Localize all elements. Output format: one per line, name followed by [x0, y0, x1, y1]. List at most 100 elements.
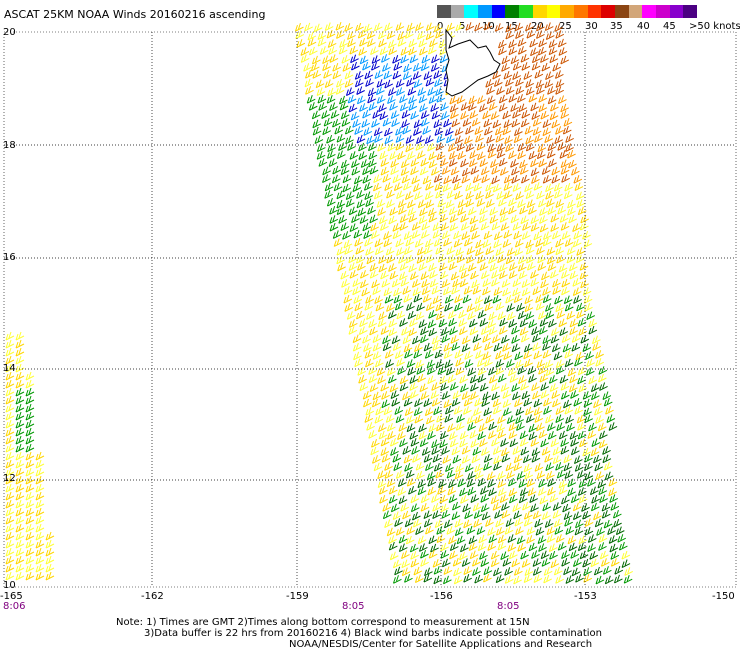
wind-barb — [424, 350, 434, 359]
wind-barb — [336, 134, 346, 143]
wind-barb — [469, 215, 479, 225]
wind-barb — [543, 406, 552, 415]
wind-barb — [353, 351, 362, 361]
wind-barb — [520, 550, 529, 560]
wind-barb — [441, 509, 451, 519]
wind-barb — [554, 189, 563, 199]
wind-barb — [506, 415, 516, 424]
wind-barb — [457, 199, 467, 209]
wind-barb — [354, 302, 364, 312]
wind-barb — [332, 70, 342, 80]
wind-barb — [421, 447, 431, 456]
wind-barbs-layer — [5, 21, 633, 585]
wind-barb — [347, 38, 356, 48]
wind-barb — [406, 477, 416, 487]
wind-barb — [530, 277, 540, 287]
wind-barb — [472, 334, 482, 343]
wind-barb — [475, 247, 484, 257]
wind-barb — [549, 270, 559, 279]
wind-barb — [362, 334, 371, 344]
wind-barb — [421, 286, 431, 295]
wind-barb — [427, 486, 437, 496]
wind-barb — [443, 175, 452, 185]
wind-barb — [446, 469, 456, 479]
wind-barb — [572, 511, 582, 521]
wind-barb — [575, 254, 585, 264]
wind-barb — [35, 547, 45, 557]
wind-barb — [430, 167, 440, 176]
wind-barb — [584, 471, 594, 481]
wind-barb — [342, 63, 352, 72]
wind-barb — [409, 271, 419, 281]
wind-barb — [5, 571, 15, 581]
wind-barb — [394, 518, 403, 527]
wind-barb — [439, 494, 449, 504]
wind-barb — [610, 502, 620, 511]
wind-barb — [376, 199, 386, 208]
wind-barb — [322, 126, 331, 136]
wind-barb — [452, 174, 461, 184]
wind-barb — [577, 422, 586, 431]
hawaii-coastline — [445, 28, 501, 97]
wind-barb — [420, 391, 430, 400]
wind-barb — [571, 334, 581, 343]
wind-barb — [508, 430, 518, 440]
wind-barb — [470, 270, 479, 280]
wind-barb — [316, 143, 326, 152]
wind-barb — [419, 166, 429, 176]
wind-barb — [15, 363, 25, 373]
wind-barb — [15, 379, 25, 389]
wind-barb — [538, 38, 548, 48]
wind-barb — [436, 534, 446, 544]
wind-barb — [25, 571, 35, 581]
wind-barb — [15, 563, 25, 573]
wind-barb — [443, 342, 453, 352]
wind-barb — [425, 254, 435, 264]
wind-barb — [475, 133, 484, 143]
wind-barb — [25, 419, 35, 429]
wind-barb — [513, 230, 523, 240]
wind-barb — [508, 150, 517, 160]
wind-barb — [322, 62, 331, 72]
wind-barb — [417, 535, 427, 545]
wind-barb — [540, 279, 549, 289]
wind-barb — [580, 279, 589, 289]
wind-barb — [568, 214, 577, 224]
wind-barb — [484, 358, 493, 367]
wind-barb — [508, 197, 517, 207]
wind-barb — [537, 262, 547, 271]
wind-barb — [401, 550, 410, 560]
wind-barb — [575, 351, 585, 361]
wind-barb — [511, 383, 521, 392]
wind-barb — [535, 294, 544, 304]
wind-barb — [558, 47, 568, 56]
wind-barb — [380, 437, 390, 447]
wind-barb — [485, 246, 495, 256]
wind-barb — [576, 414, 586, 424]
wind-barb — [45, 547, 55, 557]
wind-barb — [448, 206, 458, 216]
wind-barb — [489, 262, 499, 272]
wind-barb — [440, 542, 449, 552]
wind-barb — [428, 549, 438, 559]
wind-barb — [336, 206, 346, 216]
wind-barb — [413, 293, 423, 303]
wind-barb — [426, 366, 436, 375]
wind-barb — [510, 214, 520, 224]
wind-barb — [532, 567, 542, 576]
wind-barb — [518, 375, 527, 384]
wind-barb — [15, 539, 25, 549]
wind-barb — [383, 70, 393, 80]
wind-barb — [402, 446, 412, 455]
wind-barb — [488, 255, 497, 264]
wind-barb — [460, 111, 469, 120]
wind-barb — [466, 255, 475, 264]
wind-barb — [322, 174, 331, 183]
wind-barb — [558, 263, 568, 273]
wind-barb — [300, 47, 310, 56]
wind-barb — [438, 206, 448, 216]
wind-barb — [547, 487, 556, 496]
wind-barb — [388, 318, 398, 328]
wind-barb — [531, 447, 541, 457]
wind-barb — [531, 550, 540, 559]
